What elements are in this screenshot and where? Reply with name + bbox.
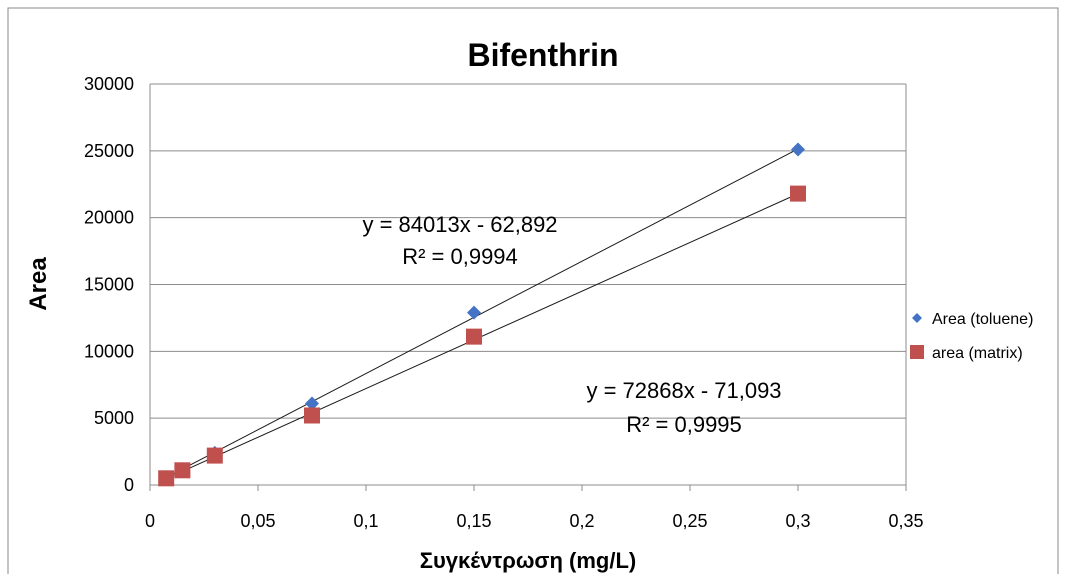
y-tick-label: 5000 [94, 408, 134, 428]
y-tick-label: 15000 [84, 275, 134, 295]
data-point-diamond [791, 142, 805, 157]
grid-layer [150, 83, 906, 486]
y-tick-label: 25000 [84, 141, 134, 161]
data-point-square [466, 328, 482, 345]
y-tick-label: 30000 [84, 74, 134, 94]
data-point-diamond [467, 305, 481, 320]
trendline-series-1 [165, 193, 799, 480]
y-tick-label: 0 [124, 475, 134, 495]
legend: Area (toluene) area (matrix) [910, 311, 1033, 362]
annotation-layer: y = 84013x - 62,892 R² = 0,9994 y = 72868x… [362, 212, 781, 437]
legend-label: Area (toluene) [932, 311, 1033, 328]
trendline-r-squared: R² = 0,9995 [626, 412, 742, 437]
x-tick-label: 0,25 [672, 511, 707, 531]
trendline-r-squared: R² = 0,9994 [402, 244, 518, 269]
legend-label: area (matrix) [932, 345, 1023, 362]
data-point-square [304, 407, 320, 424]
x-tick-label: 0,1 [353, 511, 378, 531]
legend-marker-square [910, 345, 924, 359]
x-tick-label: 0,35 [888, 511, 923, 531]
x-tick-label: 0,15 [456, 511, 491, 531]
x-tick-label: 0 [145, 511, 155, 531]
data-point-square [206, 447, 223, 464]
chart-title: Bifenthrin [467, 37, 618, 73]
y-tick-label: 20000 [84, 208, 134, 228]
trendline-equation: y = 72868x - 71,093 [586, 378, 781, 403]
trendline-equation: y = 84013x - 62,892 [362, 212, 557, 237]
legend-marker-diamond [912, 313, 922, 323]
trendline-series-0 [165, 148, 799, 478]
y-tick-label: 10000 [84, 341, 134, 361]
data-point-square [158, 470, 175, 487]
trendline-layer [165, 148, 799, 480]
data-point-square [790, 185, 806, 202]
data-point-square [174, 462, 191, 479]
y-axis-label: Area [25, 257, 52, 311]
x-tick-label: 0,05 [240, 511, 275, 531]
x-tick-label: 0,3 [785, 511, 810, 531]
axis-layer: 0 5000 10000 15000 20000 25000 30000 0 0,05 0,1 0,… [84, 74, 924, 531]
data-point-diamond [305, 396, 319, 411]
data-marks-layer [158, 142, 806, 487]
x-tick-label: 0,2 [569, 511, 594, 531]
x-axis-label: Συγκέντρωση (mg/L) [420, 548, 637, 573]
chart-border [7, 7, 1059, 579]
